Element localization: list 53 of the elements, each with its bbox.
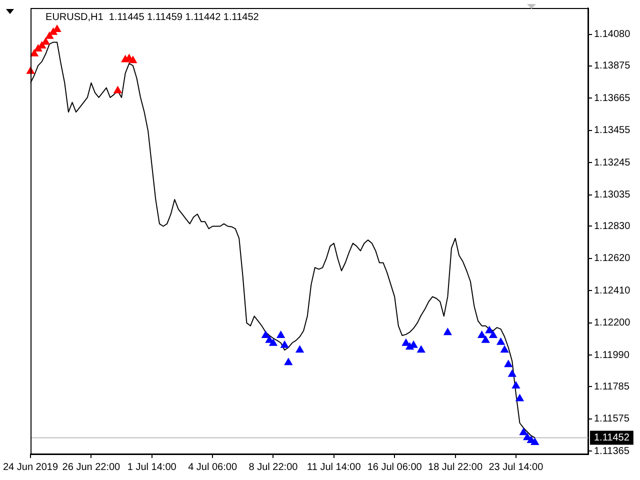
x-tick-label: 26 Jun 22:00 bbox=[62, 462, 121, 473]
point bbox=[53, 24, 62, 32]
x-tick-label: 16 Jul 06:00 bbox=[367, 462, 422, 473]
point bbox=[520, 428, 528, 436]
y-tick-label: 1.11990 bbox=[594, 350, 630, 361]
point bbox=[496, 338, 505, 345]
chart-title: EURUSD,H1 1.11445 1.11459 1.11442 1.11452 bbox=[46, 12, 260, 23]
point bbox=[417, 346, 426, 353]
point bbox=[512, 382, 520, 389]
x-tick-label: 1 Jul 14:00 bbox=[127, 462, 177, 473]
x-tick-label: 24 Jun 2019 bbox=[2, 462, 58, 473]
x-tick-label: 23 Jul 14:00 bbox=[488, 462, 544, 473]
point bbox=[500, 346, 509, 353]
y-tick-label: 1.13455 bbox=[594, 125, 631, 136]
y-tick-label: 1.12830 bbox=[594, 220, 631, 232]
point bbox=[262, 331, 270, 338]
point bbox=[114, 86, 122, 94]
y-tick-label: 1.11785 bbox=[594, 381, 630, 392]
y-tick-label: 1.13035 bbox=[594, 190, 631, 201]
point bbox=[444, 328, 452, 336]
point bbox=[42, 38, 50, 45]
y-tick-label: 1.13665 bbox=[594, 92, 631, 104]
x-tick-label: 18 Jul 22:00 bbox=[428, 462, 483, 473]
point bbox=[504, 360, 512, 368]
x-tick-label: 8 Jul 22:00 bbox=[248, 462, 298, 473]
y-tick-label: 1.12410 bbox=[594, 285, 631, 296]
point bbox=[485, 326, 494, 334]
y-tick-label: 1.14080 bbox=[594, 29, 631, 40]
y-tick-label: 1.13875 bbox=[594, 60, 631, 72]
y-tick-label: 1.12620 bbox=[594, 253, 631, 264]
point bbox=[402, 338, 410, 346]
point bbox=[516, 394, 524, 402]
x-tick-label: 4 Jul 06:00 bbox=[188, 462, 238, 473]
point bbox=[478, 331, 486, 338]
point bbox=[46, 32, 54, 39]
point bbox=[128, 56, 137, 64]
point bbox=[530, 438, 539, 445]
point bbox=[284, 358, 292, 366]
y-tick-label: 1.12200 bbox=[594, 318, 631, 329]
x-tick-label: 11 Jul 14:00 bbox=[307, 462, 362, 473]
point bbox=[30, 49, 38, 56]
point bbox=[489, 331, 498, 338]
point bbox=[508, 370, 516, 377]
ref-line-label: 1.11452 bbox=[594, 432, 630, 444]
y-tick-label: 1.13245 bbox=[594, 157, 631, 168]
point bbox=[280, 340, 289, 348]
point bbox=[265, 336, 274, 343]
y-tick-label: 1.11575 bbox=[594, 414, 630, 425]
point bbox=[269, 338, 278, 346]
point bbox=[296, 346, 304, 353]
y-tick-label: 1.11365 bbox=[594, 446, 630, 457]
point bbox=[276, 331, 285, 338]
point bbox=[482, 336, 490, 343]
